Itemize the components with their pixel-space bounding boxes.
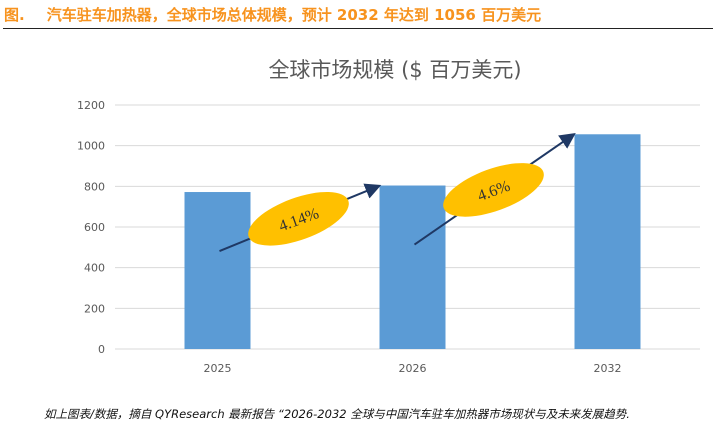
chart-title: 全球市场规模 ($ 百万美元) [268,58,521,82]
x-tick-label: 2026 [399,362,427,375]
figure-label: 图. [4,6,25,24]
x-tick-label: 2032 [594,362,622,375]
growth-label-ellipse [248,191,349,246]
x-tick-label: 2025 [204,362,232,375]
y-tick-label: 400 [84,262,105,275]
y-tick-label: 600 [84,221,105,234]
figure-title: 汽车驻车加热器，全球市场总体规模，预计 2032 年达到 1056 百万美元 [46,6,542,24]
header-divider [3,28,713,29]
bar [184,192,251,349]
growth-label-ellipse [443,163,544,217]
y-tick-label: 1200 [77,99,105,112]
y-tick-label: 200 [84,302,105,315]
y-tick-label: 1000 [77,140,105,153]
bar [574,134,641,349]
bar [379,185,446,349]
y-tick-label: 800 [84,180,105,193]
source-note: 如上图表/数据，摘自 QYResearch 最新报告 “2026-2032 全球… [44,407,630,421]
figure-header: 图. 汽车驻车加热器，全球市场总体规模，预计 2032 年达到 1056 百万美元 [4,4,541,25]
y-tick-label: 0 [98,343,105,356]
